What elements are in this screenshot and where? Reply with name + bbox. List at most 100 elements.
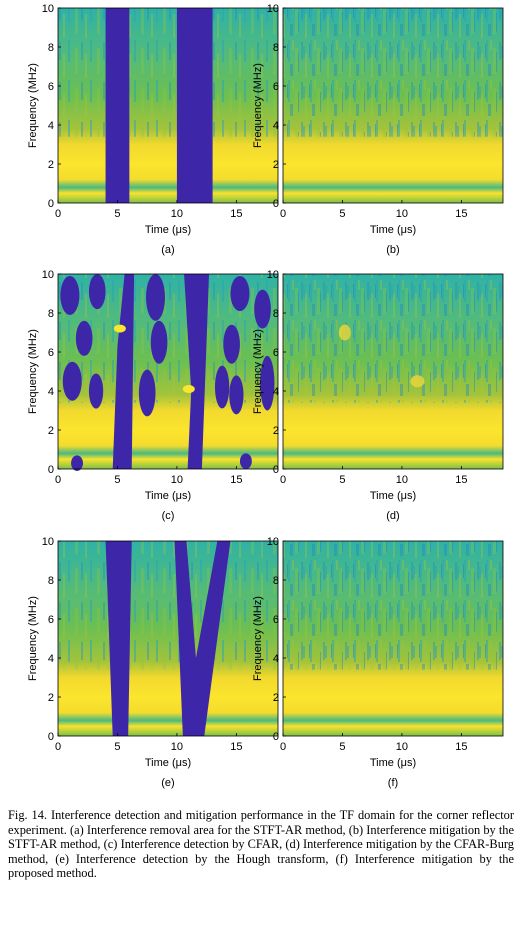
x-tick-label: 5 xyxy=(339,474,345,486)
x-tick-label: 0 xyxy=(280,741,286,753)
x-axis-label: Time (μs) xyxy=(145,224,191,236)
y-axis-label: Frequency (MHz) xyxy=(252,329,264,414)
y-tick-label: 6 xyxy=(273,347,279,359)
y-tick-label: 4 xyxy=(48,120,54,132)
figure-caption: Fig. 14. Interference detection and miti… xyxy=(8,808,514,880)
y-tick-label: 4 xyxy=(273,386,279,398)
detection-streak xyxy=(174,541,231,736)
residual-peak xyxy=(338,324,351,341)
y-tick-label: 10 xyxy=(42,536,54,548)
detection-blob xyxy=(62,361,82,401)
y-tick-label: 10 xyxy=(42,3,54,15)
heatmap-texture-fine xyxy=(283,274,503,403)
detection-blob xyxy=(229,375,244,415)
x-tick-label: 10 xyxy=(396,741,408,753)
y-axis-label: Frequency (MHz) xyxy=(27,596,39,681)
y-tick-label: 6 xyxy=(48,347,54,359)
panel-label: (a) xyxy=(161,244,174,256)
x-tick-label: 15 xyxy=(230,741,242,753)
detection-blob xyxy=(146,274,166,321)
detection-blob xyxy=(223,324,240,364)
y-tick-label: 2 xyxy=(273,159,279,171)
y-tick-label: 8 xyxy=(48,575,54,587)
y-axis-label: Frequency (MHz) xyxy=(27,329,39,414)
interference-peak xyxy=(113,324,126,333)
x-tick-label: 10 xyxy=(171,208,183,220)
y-tick-label: 2 xyxy=(48,159,54,171)
axes-frame xyxy=(282,273,504,470)
x-tick-label: 0 xyxy=(55,741,61,753)
detection-blob xyxy=(254,289,271,329)
x-tick-label: 5 xyxy=(339,208,345,220)
y-tick-label: 2 xyxy=(273,425,279,437)
x-tick-label: 15 xyxy=(455,741,467,753)
detection-blob xyxy=(138,369,156,417)
panel-label: (f) xyxy=(388,777,398,789)
panel-e: 0 5 10 15 0 2 4 6 8 10 Time (μs) Frequency (MHz) (e) xyxy=(27,536,279,789)
x-tick-label: 10 xyxy=(396,474,408,486)
y-tick-label: 0 xyxy=(273,198,279,210)
x-tick-label: 5 xyxy=(339,741,345,753)
detection-blob xyxy=(214,365,230,409)
x-axis-label: Time (μs) xyxy=(145,490,191,502)
x-tick-label: 0 xyxy=(55,474,61,486)
axes-frame xyxy=(282,7,504,204)
y-tick-label: 2 xyxy=(48,692,54,704)
y-tick-label: 4 xyxy=(273,120,279,132)
detection-streak xyxy=(184,274,210,469)
figure-panels: 0 5 10 15 0 2 4 6 8 10 Time (μs) Frequency (MHz) (a)… xyxy=(27,3,504,789)
y-tick-label: 8 xyxy=(48,42,54,54)
x-tick-label: 5 xyxy=(114,474,120,486)
y-tick-label: 10 xyxy=(42,269,54,281)
y-tick-label: 8 xyxy=(273,308,279,320)
y-tick-label: 10 xyxy=(267,269,279,281)
panel-label: (c) xyxy=(162,510,175,522)
y-tick-label: 0 xyxy=(273,464,279,476)
x-axis-label: Time (μs) xyxy=(370,757,416,769)
x-tick-label: 5 xyxy=(114,208,120,220)
detection-blob xyxy=(150,320,168,364)
x-axis-label: Time (μs) xyxy=(145,757,191,769)
x-tick-label: 0 xyxy=(280,208,286,220)
panel-c: 0 5 10 15 0 2 4 6 8 10 Time (μs) Frequency (MHz) (c) xyxy=(27,269,279,522)
heatmap-texture-fine xyxy=(283,8,503,137)
detection-streak xyxy=(105,541,132,736)
y-tick-label: 0 xyxy=(273,731,279,743)
heatmap-texture xyxy=(58,541,278,670)
y-axis-label: Frequency (MHz) xyxy=(27,63,39,148)
detection-blob xyxy=(88,274,106,310)
x-tick-label: 0 xyxy=(55,208,61,220)
removed-region xyxy=(105,8,130,203)
x-axis-label: Time (μs) xyxy=(370,490,416,502)
y-tick-label: 8 xyxy=(48,308,54,320)
detection-streak xyxy=(112,274,135,469)
x-tick-label: 10 xyxy=(171,741,183,753)
y-tick-label: 6 xyxy=(273,81,279,93)
y-tick-label: 4 xyxy=(48,386,54,398)
y-tick-label: 0 xyxy=(48,731,54,743)
x-tick-label: 0 xyxy=(280,474,286,486)
y-axis-label: Frequency (MHz) xyxy=(252,596,264,681)
panel-label: (b) xyxy=(386,244,399,256)
x-tick-label: 15 xyxy=(230,208,242,220)
x-axis-label: Time (μs) xyxy=(370,224,416,236)
residual-peak xyxy=(410,375,425,388)
x-tick-label: 5 xyxy=(114,741,120,753)
axes-frame xyxy=(57,540,279,737)
y-tick-label: 8 xyxy=(273,575,279,587)
detection-blob xyxy=(88,373,104,409)
axes-frame xyxy=(57,273,279,470)
detection-blob xyxy=(230,275,250,312)
y-tick-label: 6 xyxy=(273,614,279,626)
y-tick-label: 0 xyxy=(48,464,54,476)
detection-blob xyxy=(75,320,93,356)
x-tick-label: 15 xyxy=(455,208,467,220)
panel-b: 0 5 10 15 0 2 4 6 8 10 Time (μs) Frequency (MHz) (b) xyxy=(252,3,504,256)
axes-frame xyxy=(282,540,504,737)
heatmap-texture-fine xyxy=(283,541,503,670)
x-tick-label: 10 xyxy=(171,474,183,486)
x-tick-label: 15 xyxy=(230,474,242,486)
panel-a: 0 5 10 15 0 2 4 6 8 10 Time (μs) Frequency (MHz) (a) xyxy=(27,3,279,256)
y-tick-label: 4 xyxy=(273,653,279,665)
detection-blob xyxy=(260,355,275,411)
